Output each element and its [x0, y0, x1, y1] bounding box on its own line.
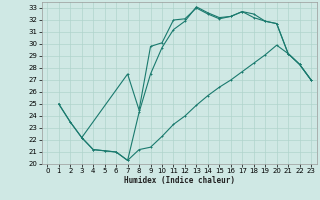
X-axis label: Humidex (Indice chaleur): Humidex (Indice chaleur): [124, 176, 235, 185]
